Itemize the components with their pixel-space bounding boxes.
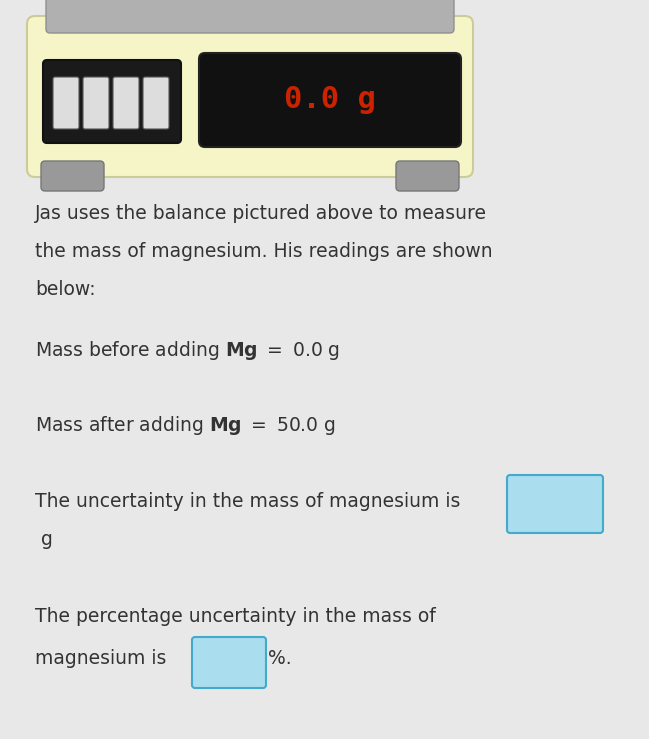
- Text: The percentage uncertainty in the mass of: The percentage uncertainty in the mass o…: [35, 607, 435, 626]
- Text: Mass after adding $\mathbf{Mg}$ $=$ 50.0 g: Mass after adding $\mathbf{Mg}$ $=$ 50.0…: [35, 414, 336, 437]
- FancyBboxPatch shape: [53, 77, 79, 129]
- FancyBboxPatch shape: [396, 161, 459, 191]
- FancyBboxPatch shape: [41, 161, 104, 191]
- Text: %.: %.: [268, 649, 291, 668]
- FancyBboxPatch shape: [27, 16, 473, 177]
- FancyBboxPatch shape: [83, 77, 109, 129]
- Text: 0.0 g: 0.0 g: [284, 86, 376, 115]
- FancyBboxPatch shape: [46, 0, 454, 33]
- Text: Mass before adding $\mathbf{Mg}$ $=$ 0.0 g: Mass before adding $\mathbf{Mg}$ $=$ 0.0…: [35, 339, 340, 362]
- FancyBboxPatch shape: [192, 637, 266, 688]
- FancyBboxPatch shape: [143, 77, 169, 129]
- Text: g: g: [35, 530, 53, 549]
- Text: The uncertainty in the mass of magnesium is: The uncertainty in the mass of magnesium…: [35, 492, 460, 511]
- Text: the mass of magnesium. His readings are shown: the mass of magnesium. His readings are …: [35, 242, 493, 261]
- FancyBboxPatch shape: [43, 60, 181, 143]
- Text: Jas uses the balance pictured above to measure: Jas uses the balance pictured above to m…: [35, 204, 487, 223]
- Text: magnesium is: magnesium is: [35, 649, 166, 668]
- FancyBboxPatch shape: [507, 475, 603, 533]
- FancyBboxPatch shape: [199, 53, 461, 147]
- FancyBboxPatch shape: [113, 77, 139, 129]
- Text: below:: below:: [35, 280, 95, 299]
